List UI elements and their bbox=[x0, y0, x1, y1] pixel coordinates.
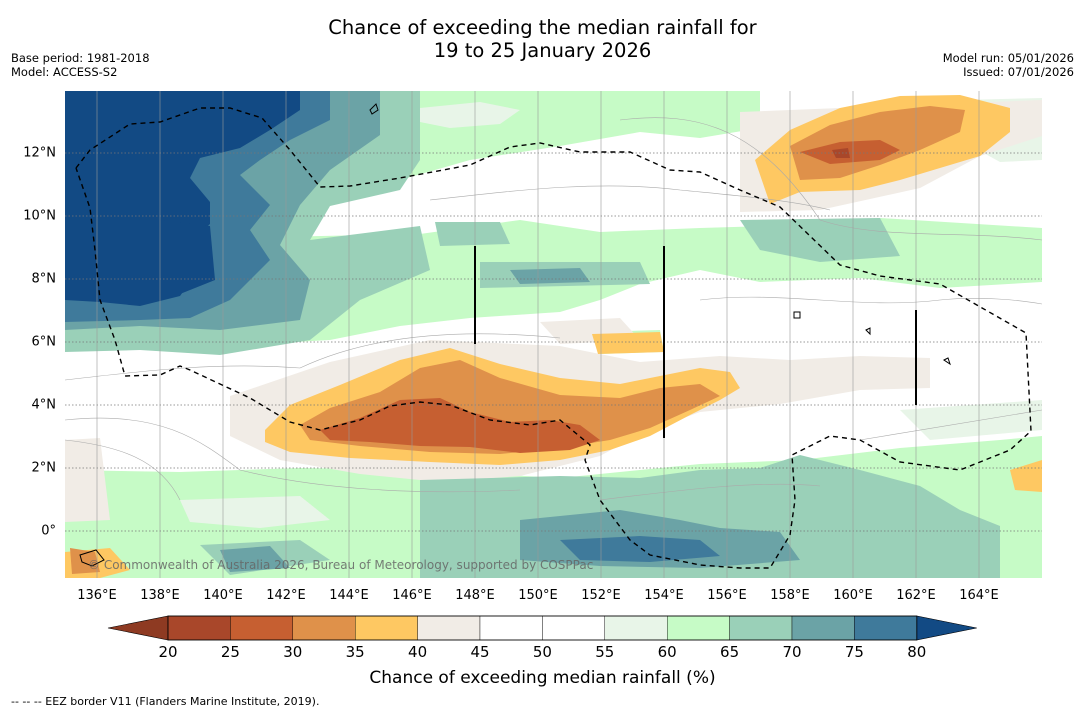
colorbar-segment bbox=[604, 615, 668, 641]
longitude-tick-label: 160°E bbox=[833, 588, 873, 603]
colorbar-tick-label: 50 bbox=[532, 643, 552, 661]
rainfall-field bbox=[65, 91, 1042, 578]
colorbar-tick-label: 55 bbox=[595, 643, 615, 661]
solid-boundary-lines bbox=[474, 246, 917, 438]
colorbar-tick-label: 20 bbox=[158, 643, 178, 661]
longitude-tick-label: 140°E bbox=[203, 588, 243, 603]
colorbar-tick-label: 35 bbox=[345, 643, 365, 661]
colorbar-segment bbox=[167, 615, 231, 641]
colorbar-segment bbox=[230, 615, 293, 641]
colorbar-outline bbox=[167, 615, 918, 641]
longitude-tick-label: 162°E bbox=[896, 588, 936, 603]
eez-footnote: -- -- -- EEZ border V11 (Flanders Marine… bbox=[11, 695, 320, 708]
field-red-orange bbox=[320, 140, 900, 453]
model-run-text: Model run: 05/01/2026 bbox=[942, 51, 1074, 65]
longitude-tick-label: 142°E bbox=[266, 588, 306, 603]
model-text: Model: ACCESS-S2 bbox=[11, 65, 118, 79]
colorbar-segment bbox=[854, 615, 918, 641]
colorbar-title: Chance of exceeding median rainfall (%) bbox=[369, 668, 716, 688]
colorbar-tick-label: 65 bbox=[720, 643, 740, 661]
colorbar-extend-low bbox=[107, 615, 169, 641]
colorbar-segment bbox=[542, 615, 606, 641]
issued-text: Issued: 07/01/2026 bbox=[963, 65, 1074, 79]
colorbar bbox=[107, 615, 977, 641]
colorbar-segment bbox=[791, 615, 855, 641]
colorbar-tick-label: 60 bbox=[657, 643, 677, 661]
colorbar-tick-label: 30 bbox=[283, 643, 303, 661]
latitude-tick-label: 2°N bbox=[31, 460, 57, 476]
colorbar-extend-high bbox=[916, 615, 977, 641]
longitude-tick-label: 150°E bbox=[518, 588, 558, 603]
meta-left: Base period: 1981-2018 Model: ACCESS-S2 bbox=[11, 51, 150, 79]
copyright-text: © Commonwealth of Australia 2026, Bureau… bbox=[88, 558, 594, 572]
colorbar-tick-label: 80 bbox=[907, 643, 927, 661]
longitude-tick-label: 138°E bbox=[140, 588, 180, 603]
map-title-line1: Chance of exceeding the median rainfall … bbox=[328, 16, 757, 39]
latitude-tick-label: 6°N bbox=[31, 334, 57, 350]
colorbar-tick-label: 75 bbox=[844, 643, 864, 661]
colorbar-tick-label: 45 bbox=[470, 643, 490, 661]
longitude-tick-label: 146°E bbox=[392, 588, 432, 603]
longitude-tick-label: 158°E bbox=[770, 588, 810, 603]
latitude-tick-label: 8°N bbox=[31, 271, 57, 287]
colorbar-segment bbox=[417, 615, 481, 641]
base-period-text: Base period: 1981-2018 bbox=[11, 51, 150, 65]
longitude-tick-label: 164°E bbox=[959, 588, 999, 603]
latitude-tick-label: 0° bbox=[41, 523, 56, 539]
colorbar-segment bbox=[729, 615, 793, 641]
colorbar-segment bbox=[667, 615, 730, 641]
longitude-tick-label: 156°E bbox=[707, 588, 747, 603]
colorbar-segment bbox=[479, 615, 543, 641]
longitude-tick-label: 154°E bbox=[644, 588, 684, 603]
meta-right: Model run: 05/01/2026 Issued: 07/01/2026 bbox=[943, 51, 1074, 79]
colorbar-tick-label: 70 bbox=[782, 643, 802, 661]
colorbar-tick-label: 25 bbox=[220, 643, 240, 661]
contour-lines bbox=[65, 117, 1042, 501]
longitude-tick-label: 152°E bbox=[581, 588, 621, 603]
eez-borders bbox=[75, 107, 1032, 569]
colorbar-segment bbox=[292, 615, 356, 641]
longitude-tick-label: 148°E bbox=[455, 588, 495, 603]
latitude-tick-label: 10°N bbox=[23, 208, 56, 224]
latitude-tick-label: 4°N bbox=[31, 397, 57, 413]
field-red bbox=[832, 148, 850, 158]
island-outlines bbox=[79, 103, 951, 567]
latitude-tick-label: 12°N bbox=[23, 145, 56, 161]
colorbar-segment bbox=[355, 615, 418, 641]
longitude-tick-label: 136°E bbox=[77, 588, 117, 603]
longitude-tick-label: 144°E bbox=[329, 588, 369, 603]
map-title-line2: 19 to 25 January 2026 bbox=[433, 39, 652, 62]
field-blue-dark bbox=[65, 91, 300, 306]
colorbar-tick-label: 40 bbox=[408, 643, 428, 661]
